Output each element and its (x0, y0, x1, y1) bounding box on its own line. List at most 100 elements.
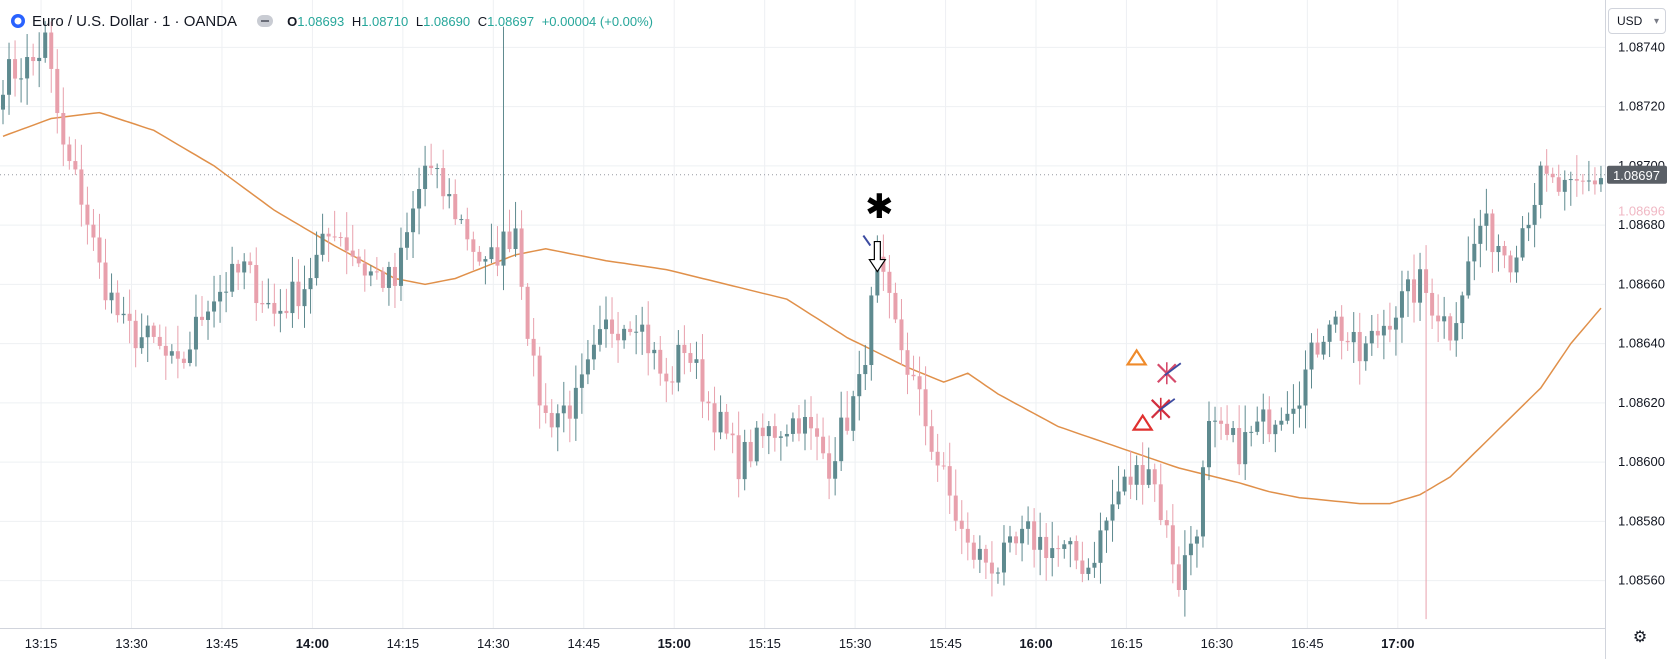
candle (1050, 521, 1055, 577)
candle (766, 420, 771, 455)
currency-select[interactable]: USD ▾ (1608, 8, 1666, 34)
candle (670, 366, 675, 395)
candle (1586, 160, 1591, 192)
candle (760, 413, 765, 448)
candle-body (597, 329, 602, 345)
candles (1, 21, 1603, 620)
candle (1405, 270, 1410, 317)
candle (181, 351, 186, 369)
candle-body (513, 228, 518, 250)
chart-header: Euro / U.S. Dollar · 1 · OANDA O1.08693 … (10, 10, 657, 32)
candle-body (368, 271, 373, 276)
candle (610, 297, 615, 348)
candle-body (471, 239, 476, 252)
candle (1333, 310, 1338, 333)
triangle-marker (1131, 413, 1154, 431)
candle (1315, 328, 1320, 358)
candle-body (827, 453, 832, 479)
candle (802, 399, 807, 451)
candle-body (1014, 536, 1019, 544)
candle (796, 405, 801, 442)
candle (230, 246, 235, 298)
candle-body (1194, 536, 1199, 544)
candle (1068, 537, 1073, 568)
candle-body (1436, 315, 1441, 322)
candle-body (682, 344, 687, 354)
candle-body (199, 316, 204, 320)
candle (809, 396, 814, 450)
candle-body (109, 292, 114, 301)
candle (157, 324, 162, 350)
candle (1261, 393, 1266, 444)
candle-body (1424, 269, 1429, 293)
ohlc-change: +0.00004 (+0.00%) (541, 13, 654, 29)
candle (1146, 447, 1151, 489)
arrow-tick (862, 234, 872, 247)
candle (1207, 401, 1211, 481)
candle (296, 259, 301, 320)
candle-body (1176, 564, 1181, 590)
candle (573, 365, 578, 441)
candle-body (380, 271, 385, 288)
candle-body (1213, 420, 1218, 422)
candle (1568, 171, 1573, 206)
candle-body (1321, 341, 1326, 355)
x-tick-label: 15:00 (658, 636, 691, 651)
x-tick-label: 14:30 (477, 636, 510, 651)
grid (0, 0, 1605, 628)
candle-body (163, 345, 168, 356)
candle (1044, 523, 1049, 581)
candle-body (567, 405, 572, 419)
candle (1351, 312, 1356, 363)
candle-body (1297, 405, 1302, 409)
candle (1424, 245, 1429, 620)
candle (736, 411, 741, 498)
candle-body (477, 251, 482, 262)
candle (1460, 291, 1465, 340)
secondary-price-label: 1.08696 (1618, 203, 1665, 218)
candle-body (1430, 292, 1435, 316)
candle (1231, 421, 1236, 443)
candle-body (1562, 179, 1567, 192)
candle-body (1008, 536, 1013, 543)
candle (1430, 278, 1435, 330)
candle-body (1285, 413, 1290, 421)
candle-body (1484, 213, 1489, 226)
candle-body (43, 32, 48, 58)
candle (344, 212, 349, 275)
candle (411, 191, 416, 259)
candle-body (736, 435, 741, 480)
candle-body (1333, 316, 1338, 325)
candle-body (1315, 342, 1320, 355)
candle (742, 429, 747, 491)
candle-body (579, 374, 584, 388)
candle-body (91, 224, 96, 238)
candle-body (1496, 245, 1501, 253)
candle (1279, 407, 1284, 431)
arrow-shape (868, 240, 887, 273)
candle-body (103, 262, 108, 301)
candle (597, 305, 602, 352)
candle (1074, 535, 1079, 570)
candle-body (435, 168, 440, 170)
candle (248, 252, 253, 274)
candle (1213, 406, 1218, 448)
settings-gear-icon[interactable]: ⚙ (1632, 629, 1648, 646)
candle-body (1080, 560, 1085, 574)
y-tick-label: 1.08660 (1618, 276, 1665, 291)
symbol-title[interactable]: Euro / U.S. Dollar · 1 · OANDA (32, 12, 238, 30)
candle (91, 209, 96, 251)
candle-body (145, 325, 150, 338)
candle (658, 336, 663, 386)
collapse-legend-icon[interactable] (257, 15, 274, 27)
candle-body (1574, 179, 1579, 181)
candle (477, 245, 482, 266)
candle-body (332, 236, 337, 238)
candle (1574, 155, 1579, 197)
candle (495, 226, 500, 277)
candle (977, 535, 982, 574)
candle (1345, 332, 1350, 351)
candle (1176, 546, 1181, 597)
candle (49, 21, 54, 93)
